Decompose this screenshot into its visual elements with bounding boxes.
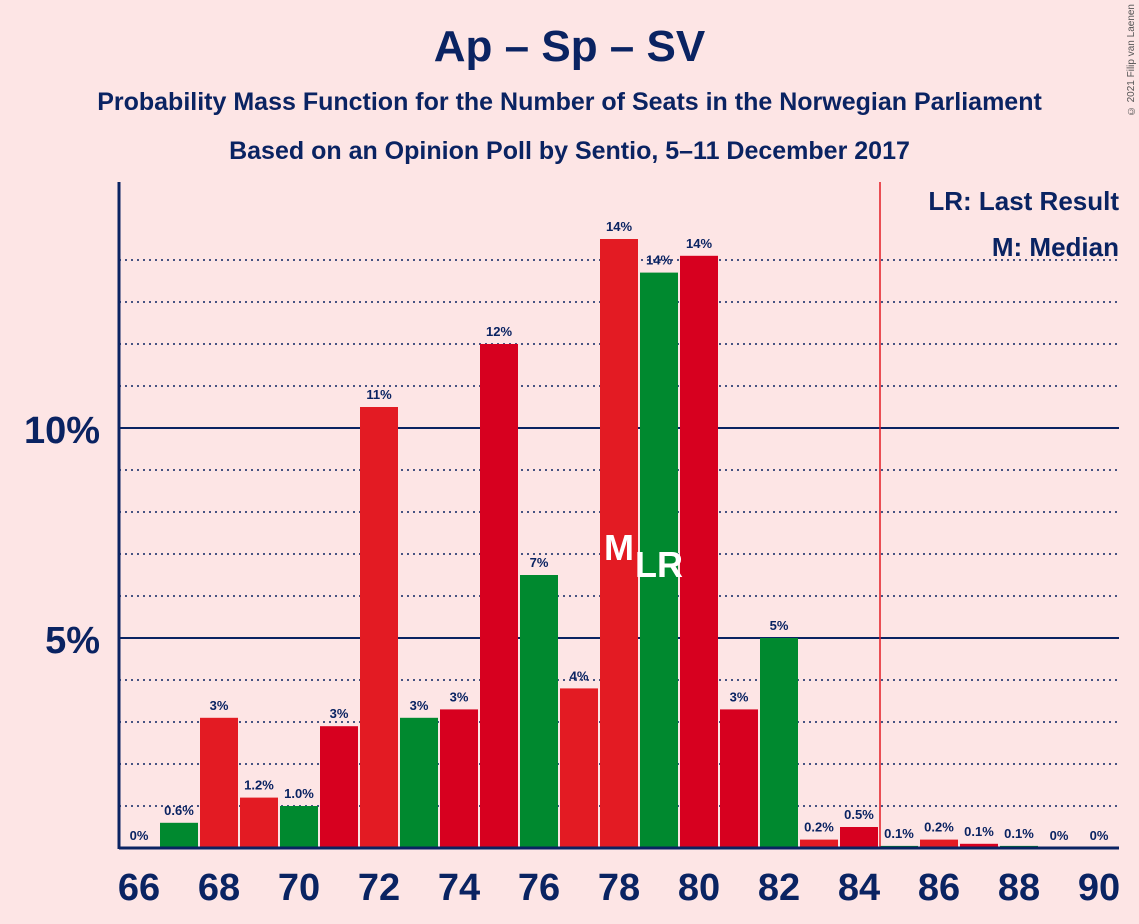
x-tick-label: 66 — [118, 867, 160, 909]
data-label: 0.5% — [844, 807, 874, 822]
data-label: 3% — [410, 698, 429, 713]
bar-seat-83 — [800, 839, 838, 848]
data-label: 3% — [730, 689, 749, 704]
data-label: 14% — [646, 253, 672, 268]
bar-seat-67 — [160, 822, 198, 848]
data-label: 14% — [606, 219, 632, 234]
bar-seat-78 — [600, 239, 638, 848]
x-tick-label: 78 — [598, 867, 640, 909]
bar-seat-76 — [520, 575, 558, 848]
bar-seat-80 — [680, 255, 718, 849]
bar-seat-73 — [400, 717, 438, 848]
bar-seat-87 — [960, 843, 998, 848]
data-label: 0.6% — [164, 803, 194, 818]
median-marker: M — [604, 527, 634, 568]
last-result-marker: LR — [635, 544, 683, 585]
data-label: 3% — [450, 689, 469, 704]
data-label: 4% — [570, 668, 589, 683]
data-label: 3% — [330, 706, 349, 721]
data-label: 0% — [130, 828, 149, 843]
bar-seat-74 — [440, 709, 478, 848]
legend-last-result: LR: Last Result — [928, 186, 1119, 216]
x-tick-label: 76 — [518, 867, 560, 909]
bar-seat-71 — [320, 726, 358, 848]
data-label: 0.2% — [804, 820, 834, 835]
bar-seat-81 — [720, 709, 758, 848]
chart-subtitle: Probability Mass Function for the Number… — [97, 88, 1042, 116]
bar-seat-79 — [640, 272, 678, 849]
data-label: 11% — [366, 387, 392, 402]
bar-seat-86 — [920, 839, 958, 848]
x-tick-label: 88 — [998, 867, 1040, 909]
y-tick-label: 5% — [45, 620, 100, 662]
bar-seat-84 — [840, 827, 878, 848]
bar-seat-70 — [280, 806, 318, 848]
data-label: 12% — [486, 324, 512, 339]
data-label: 0.1% — [884, 826, 914, 841]
x-tick-label: 82 — [758, 867, 800, 909]
chart-subtitle-source: Based on an Opinion Poll by Sentio, 5–11… — [229, 137, 910, 165]
data-label: 5% — [770, 618, 789, 633]
x-tick-label: 84 — [838, 867, 880, 909]
bar-seat-82 — [760, 638, 798, 848]
data-label: 7% — [530, 555, 549, 570]
y-tick-label: 10% — [24, 410, 100, 452]
data-label: 1.2% — [244, 778, 274, 793]
data-label: 0% — [1090, 828, 1109, 843]
x-tick-label: 70 — [278, 867, 320, 909]
data-label: 0.1% — [964, 824, 994, 839]
data-label: 14% — [686, 236, 712, 251]
bar-seat-68 — [200, 717, 238, 848]
x-tick-label: 68 — [198, 867, 240, 909]
data-label: 3% — [210, 698, 229, 713]
data-label: 0.1% — [1004, 826, 1034, 841]
x-tick-label: 72 — [358, 867, 400, 909]
data-label: 1.0% — [284, 786, 314, 801]
x-tick-label: 74 — [438, 867, 480, 909]
x-tick-label: 90 — [1078, 867, 1120, 909]
chart-title: Ap – Sp – SV — [433, 22, 706, 71]
bar-seat-72 — [360, 407, 398, 848]
data-label: 0.2% — [924, 820, 954, 835]
bar-seat-69 — [240, 797, 278, 848]
x-tick-label: 86 — [918, 867, 960, 909]
data-label: 0% — [1050, 828, 1069, 843]
bar-seat-77 — [560, 688, 598, 848]
bar-seat-75 — [480, 344, 518, 848]
x-tick-label: 80 — [678, 867, 720, 909]
legend-median: M: Median — [991, 232, 1119, 262]
